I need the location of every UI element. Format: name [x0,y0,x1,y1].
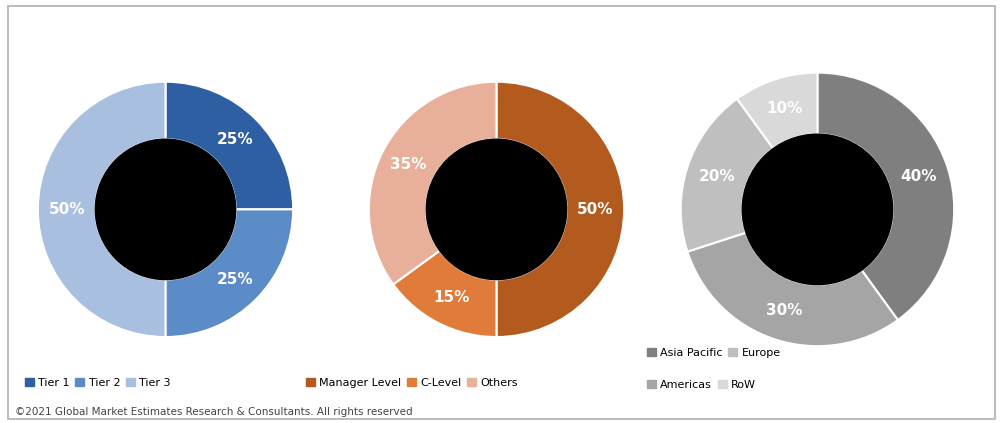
Wedge shape [736,73,817,148]
Wedge shape [393,251,496,337]
Text: 50%: 50% [48,202,85,217]
Text: 40%: 40% [899,169,936,184]
Circle shape [741,134,892,285]
Text: 35%: 35% [390,157,426,172]
Circle shape [426,139,566,280]
Text: 10%: 10% [766,101,802,116]
Text: 25%: 25% [216,132,254,147]
Text: 50%: 50% [576,202,613,217]
Text: ©2021 Global Market Estimates Research & Consultants. All rights reserved: ©2021 Global Market Estimates Research &… [15,407,412,417]
Wedge shape [38,82,165,337]
Legend: Tier 1, Tier 2, Tier 3: Tier 1, Tier 2, Tier 3 [21,373,175,392]
Text: 25%: 25% [216,272,254,287]
Wedge shape [369,82,496,284]
Wedge shape [496,82,623,337]
Text: 20%: 20% [697,169,734,184]
Wedge shape [680,99,773,252]
Legend: Manager Level, C-Level, Others: Manager Level, C-Level, Others [302,373,522,392]
Legend: Americas, RoW: Americas, RoW [642,375,760,394]
Wedge shape [686,233,897,346]
Wedge shape [165,209,293,337]
Circle shape [95,139,235,280]
Legend: Asia Pacific, Europe: Asia Pacific, Europe [642,343,785,363]
Text: 15%: 15% [433,290,469,305]
Text: 30%: 30% [766,303,803,318]
Wedge shape [817,73,953,320]
Wedge shape [165,82,293,209]
